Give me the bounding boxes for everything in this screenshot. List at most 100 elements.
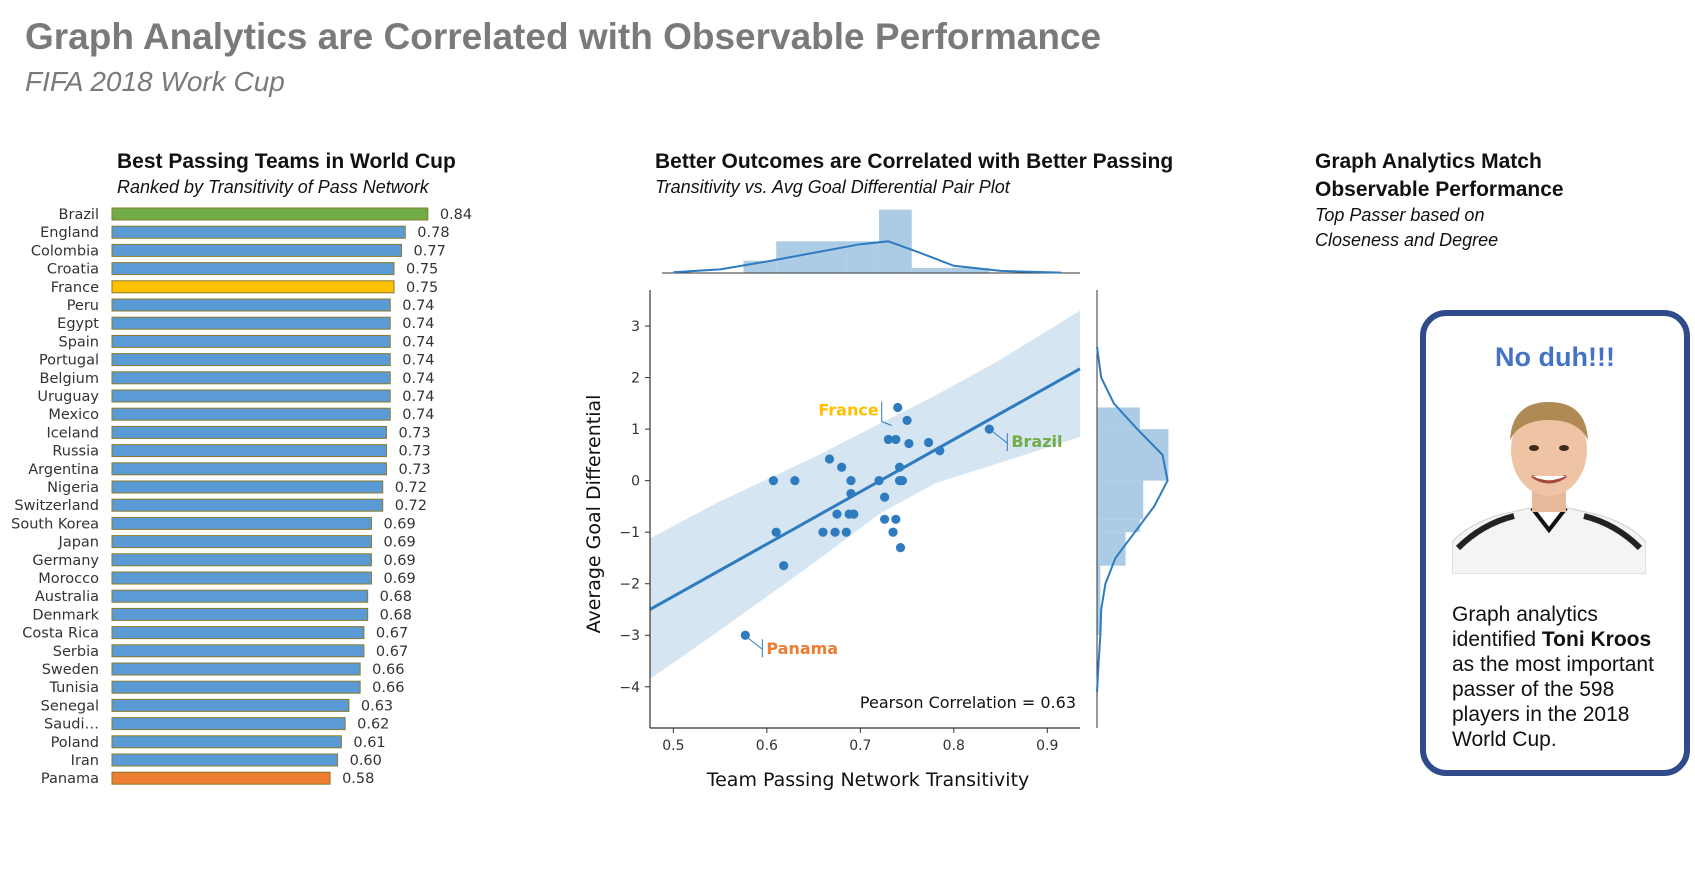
bar-category-label: Poland (51, 735, 99, 751)
bar-value-label: 0.72 (395, 498, 427, 514)
bar-category-label: Sweden (42, 662, 99, 678)
scatter-point (880, 514, 890, 524)
y-tick-label: −1 (619, 525, 640, 541)
x-tick-label: 0.8 (943, 738, 965, 754)
bar-category-label: Uruguay (37, 389, 99, 405)
bar-value-label: 0.61 (353, 735, 385, 751)
scatter-point (846, 476, 856, 486)
scatter-point (841, 527, 851, 537)
page-title: Graph Analytics are Correlated with Obse… (25, 16, 1102, 57)
scatter-chart-title: Better Outcomes are Correlated with Bett… (655, 150, 1174, 173)
scatter-point (740, 630, 750, 640)
bar-category-label: Portugal (39, 353, 99, 369)
right-panel-subtitle-line2: Closeness and Degree (1315, 230, 1499, 250)
bar-value-label: 0.66 (372, 680, 404, 696)
bar-category-label: Saudi… (44, 717, 99, 733)
scatter-point (832, 509, 842, 519)
bar-uruguay (111, 389, 391, 403)
page-subtitle: FIFA 2018 Work Cup (25, 66, 285, 97)
bar-category-label: Morocco (38, 571, 99, 587)
bar-category-label: Australia (35, 589, 99, 605)
y-tick-label: 0 (631, 474, 640, 490)
bar-category-label: South Korea (11, 516, 99, 532)
y-tick-label: 1 (631, 422, 640, 438)
bar-value-label: 0.62 (357, 717, 389, 733)
bar-panama (111, 771, 331, 785)
bar-japan (111, 535, 372, 549)
scatter-point (818, 527, 828, 537)
scatter-point (904, 438, 914, 449)
right-panel-subtitle-line1: Top Passer based on (1315, 205, 1485, 225)
scatter-point (902, 415, 912, 425)
bar-saudi- (111, 717, 346, 731)
scatter-point (824, 454, 835, 464)
scatter-point (883, 434, 893, 445)
bar-peru (111, 298, 391, 312)
y-tick-label: −2 (619, 577, 640, 593)
bar-denmark (111, 607, 369, 621)
scatter-point (897, 476, 907, 486)
x-axis-label: Team Passing Network Transitivity (706, 769, 1030, 791)
bar-value-label: 0.69 (383, 535, 415, 551)
bar-value-label: 0.75 (406, 280, 438, 296)
bar-category-label: Mexico (48, 407, 99, 423)
bar-value-label: 0.84 (440, 207, 472, 223)
bar-croatia (111, 262, 395, 276)
marginal-x-kde (673, 240, 1062, 274)
bar-value-label: 0.75 (406, 262, 438, 278)
bar-value-label: 0.74 (402, 407, 434, 423)
bar-chart-subtitle: Ranked by Transitivity of Pass Network (117, 177, 429, 197)
bar-value-label: 0.74 (402, 389, 434, 405)
scatter-point (891, 514, 901, 524)
scatter-point (830, 527, 840, 537)
label-leader (993, 431, 1008, 452)
y-tick-label: −3 (619, 628, 640, 644)
bar-category-label: Germany (32, 553, 99, 569)
regression-line (649, 367, 1081, 611)
bar-category-label: Senegal (41, 698, 99, 714)
bar-value-label: 0.69 (383, 571, 415, 587)
point-label-panama: Panama (766, 639, 838, 658)
point-label-france: France (818, 400, 878, 419)
bar-value-label: 0.74 (402, 298, 434, 314)
point-label-brazil: Brazil (1011, 432, 1062, 451)
bar-sweden (111, 662, 361, 676)
bar-france (111, 280, 395, 294)
bar-russia (111, 444, 387, 458)
bar-value-label: 0.77 (414, 243, 446, 259)
top-passer-card: No duh!!! Graph analytics identified Ton… (1420, 310, 1690, 776)
marginal-x-bin (911, 267, 945, 273)
bar-spain (111, 334, 391, 348)
card-text: Graph analytics identified Toni Kroos as… (1452, 603, 1654, 751)
scatter-point (894, 462, 905, 472)
bar-australia (111, 589, 369, 603)
marginal-y-bin (1097, 407, 1140, 430)
scatter-point (935, 446, 945, 456)
label-leader (748, 637, 763, 658)
bar-argentina (111, 462, 387, 476)
x-tick-label: 0.9 (1036, 738, 1058, 754)
bar-category-label: Egypt (57, 316, 99, 332)
bar-value-label: 0.73 (398, 425, 430, 441)
bar-chart: Brazil 0.84 England 0.78 Colombia 0.77 Croatia… (11, 207, 472, 787)
bar-category-label: Costa Rica (22, 626, 99, 642)
scatter-point (880, 492, 890, 502)
bar-iran (111, 753, 339, 767)
y-tick-label: 3 (631, 319, 640, 335)
bar-tunisia (111, 680, 361, 694)
bar-portugal (111, 353, 391, 367)
marginal-y-bin (1097, 429, 1169, 481)
scatter-pair-plot: 0.5 0.6 0.7 0.8 0.9 3 2 1 0 −1 −2 −3 −4 Team Passing … (583, 209, 1169, 791)
scatter-point (768, 476, 778, 486)
bar-category-label: England (40, 225, 99, 241)
bar-category-label: Nigeria (47, 480, 99, 496)
bar-category-label: Colombia (31, 243, 99, 259)
bar-category-label: Japan (58, 535, 99, 551)
bar-iceland (111, 425, 387, 439)
bar-value-label: 0.60 (350, 753, 382, 769)
bar-value-label: 0.58 (342, 771, 374, 787)
bar-value-label: 0.73 (398, 462, 430, 478)
scatter-point (893, 402, 903, 413)
bar-category-label: Iceland (47, 425, 99, 441)
bar-value-label: 0.74 (402, 371, 434, 387)
